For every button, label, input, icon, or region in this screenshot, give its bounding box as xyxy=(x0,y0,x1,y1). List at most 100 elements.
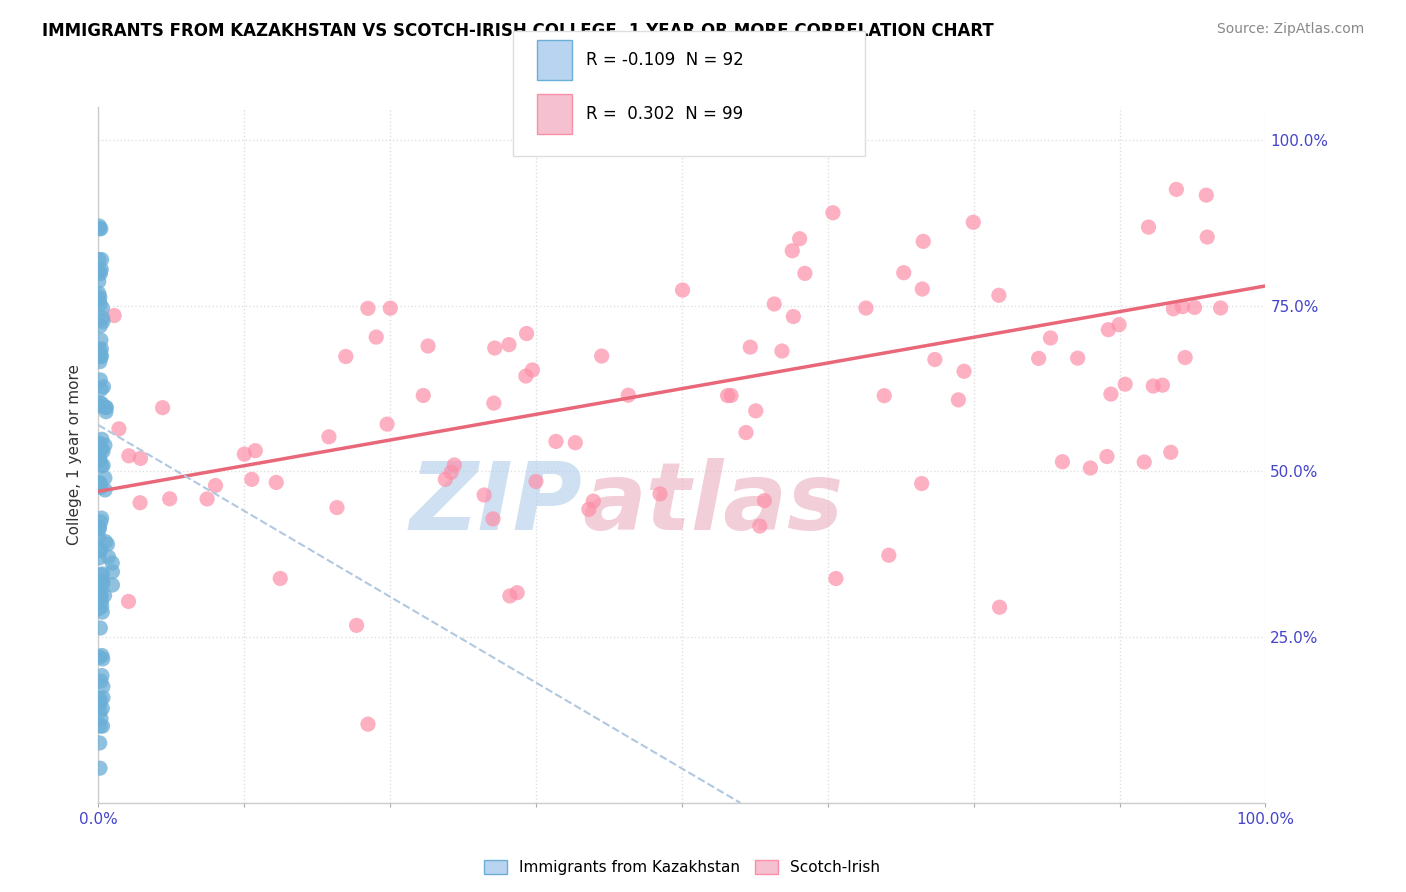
Point xyxy=(89,373,111,387)
Point xyxy=(1066,351,1088,365)
Point xyxy=(129,451,152,466)
Point xyxy=(90,221,112,235)
Point xyxy=(91,690,114,705)
Point xyxy=(87,252,110,267)
Point xyxy=(366,330,388,344)
Point xyxy=(89,297,111,311)
Point xyxy=(498,337,520,351)
Point xyxy=(87,451,110,466)
Point xyxy=(90,350,112,364)
Point xyxy=(101,565,124,579)
Point xyxy=(89,520,111,534)
Point xyxy=(1184,301,1206,315)
Point xyxy=(91,310,114,325)
Point xyxy=(118,449,141,463)
Point xyxy=(1152,378,1174,392)
Point xyxy=(233,447,256,461)
Point xyxy=(357,717,380,731)
Point xyxy=(89,719,111,733)
Point xyxy=(94,405,117,419)
Point xyxy=(90,515,112,529)
Point xyxy=(380,301,402,316)
Point xyxy=(90,567,112,582)
Point xyxy=(1097,323,1119,337)
Point xyxy=(108,422,131,436)
Point xyxy=(89,761,111,775)
Point xyxy=(91,701,114,715)
Point xyxy=(89,452,111,467)
Point xyxy=(87,529,110,543)
Point xyxy=(740,340,762,354)
Point xyxy=(94,471,117,485)
Point xyxy=(91,576,114,591)
Point xyxy=(482,396,505,410)
Point xyxy=(204,478,226,492)
Point xyxy=(96,537,118,551)
Point xyxy=(484,341,506,355)
Point xyxy=(472,488,495,502)
Point xyxy=(763,297,786,311)
Point xyxy=(91,668,114,682)
Point xyxy=(90,594,112,608)
Point xyxy=(346,618,368,632)
Point xyxy=(524,475,547,489)
Point xyxy=(735,425,758,440)
Point xyxy=(821,206,844,220)
Point xyxy=(89,343,111,358)
Point xyxy=(89,522,111,536)
Point xyxy=(90,262,112,277)
Point xyxy=(318,430,340,444)
Point xyxy=(89,318,111,333)
Point xyxy=(89,475,111,490)
Point xyxy=(912,235,935,249)
Point xyxy=(1197,230,1219,244)
Point xyxy=(117,594,139,608)
Point xyxy=(924,352,946,367)
Point xyxy=(93,589,115,603)
Point xyxy=(416,339,439,353)
Point xyxy=(89,695,111,709)
Point xyxy=(564,435,586,450)
Point xyxy=(440,465,463,479)
Point xyxy=(90,480,112,494)
Point xyxy=(89,354,111,368)
Point xyxy=(90,648,112,663)
Point xyxy=(91,605,114,619)
Point xyxy=(1108,318,1130,332)
Point xyxy=(90,458,112,473)
Point xyxy=(89,221,111,235)
Point xyxy=(90,599,112,614)
Point xyxy=(90,711,112,725)
Point xyxy=(90,348,112,362)
Point xyxy=(89,736,111,750)
Point xyxy=(97,549,120,564)
Point xyxy=(782,310,804,324)
Point xyxy=(516,326,538,341)
Point xyxy=(515,369,537,384)
Point xyxy=(91,574,114,588)
Point xyxy=(544,434,567,449)
Point xyxy=(264,475,287,490)
Point xyxy=(745,404,768,418)
Point xyxy=(443,458,465,472)
Point xyxy=(87,399,110,413)
Point xyxy=(245,443,267,458)
Point xyxy=(770,344,793,359)
Point xyxy=(1099,387,1122,401)
Point xyxy=(582,494,605,508)
Point xyxy=(87,274,110,288)
Point xyxy=(1095,450,1118,464)
Point xyxy=(101,556,124,570)
Point xyxy=(412,388,434,402)
Point xyxy=(987,288,1010,302)
Point xyxy=(89,705,111,719)
Point xyxy=(90,674,112,689)
Point xyxy=(1160,445,1182,459)
Point xyxy=(1114,377,1136,392)
Point xyxy=(90,342,112,356)
Point xyxy=(1142,379,1164,393)
Point xyxy=(326,500,349,515)
Point xyxy=(90,589,112,603)
Point xyxy=(962,215,984,229)
Point xyxy=(90,382,112,396)
